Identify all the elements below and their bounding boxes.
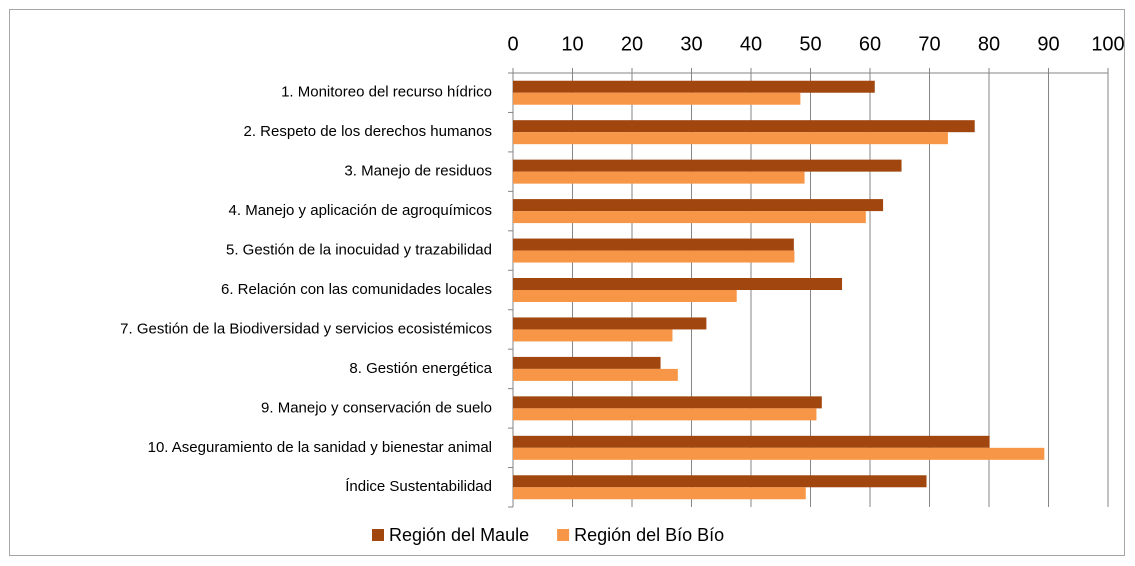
y-tick-label: 6. Relación con las comunidades locales (221, 281, 492, 298)
bar (513, 475, 927, 488)
x-tick-label: 80 (978, 33, 1000, 55)
bar (513, 356, 661, 369)
legend-swatch (372, 529, 384, 541)
bar (513, 278, 843, 290)
legend-label: Región del Maule (389, 525, 529, 545)
legend-label: Región del Bío Bío (574, 525, 724, 545)
bar (513, 238, 794, 251)
bar (513, 159, 902, 172)
bar (513, 435, 990, 448)
bar (513, 487, 806, 500)
bar (513, 317, 707, 330)
bar (513, 368, 678, 381)
legend-swatch (557, 529, 570, 541)
y-tick-label: 3. Manejo de residuos (344, 163, 492, 180)
x-tick-label: 10 (561, 33, 583, 55)
bar (513, 329, 673, 342)
x-tick-label: 70 (918, 33, 940, 55)
x-tick-label: 60 (859, 33, 881, 55)
bar (513, 171, 805, 184)
x-tick-label: 40 (740, 33, 762, 55)
y-tick-label: 2. Respeto de los derechos humanos (244, 123, 493, 140)
x-tick-label: 90 (1037, 33, 1059, 55)
bar (513, 120, 975, 133)
bar (513, 80, 875, 93)
y-tick-label: Índice Sustentabilidad (345, 478, 492, 495)
bar (513, 290, 737, 302)
bar (513, 132, 948, 145)
x-tick-label: 20 (621, 33, 643, 55)
y-tick-label: 8. Gestión energética (349, 360, 492, 377)
bar (513, 199, 884, 212)
bar (513, 250, 795, 263)
bar (513, 396, 822, 409)
y-tick-label: 4. Manejo y aplicación de agroquímicos (229, 202, 492, 219)
y-tick-label: 7. Gestión de la Biodiversidad y servici… (120, 320, 492, 337)
y-tick-label: 5. Gestión de la inocuidad y trazabilida… (226, 242, 492, 259)
y-tick-label: 1. Monitoreo del recurso hídrico (281, 84, 492, 101)
bar (513, 447, 1045, 460)
x-tick-label: 50 (799, 33, 821, 55)
bar (513, 408, 817, 421)
bar (513, 211, 866, 224)
x-tick-label: 30 (680, 33, 702, 55)
bar (513, 92, 801, 105)
x-tick-label: 0 (507, 33, 518, 55)
y-tick-label: 10. Aseguramiento de la sanidad y bienes… (148, 439, 492, 456)
y-tick-label: 9. Manejo y conservación de suelo (261, 399, 492, 416)
x-tick-label: 100 (1091, 33, 1124, 55)
